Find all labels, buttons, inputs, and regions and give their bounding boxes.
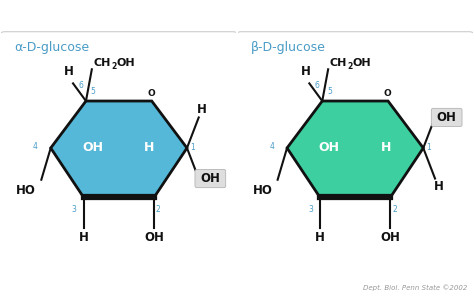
Text: H: H bbox=[122, 124, 132, 134]
Text: H: H bbox=[315, 231, 325, 244]
Text: OH: OH bbox=[144, 231, 164, 244]
Text: H: H bbox=[434, 180, 444, 193]
Text: OH: OH bbox=[437, 111, 456, 124]
FancyBboxPatch shape bbox=[0, 32, 240, 269]
Text: OH: OH bbox=[352, 58, 371, 68]
Text: 6: 6 bbox=[315, 81, 319, 90]
Text: H: H bbox=[381, 141, 391, 154]
Text: 1: 1 bbox=[427, 144, 431, 152]
Text: O: O bbox=[383, 89, 392, 98]
Text: HO: HO bbox=[253, 184, 272, 197]
Text: H: H bbox=[197, 103, 207, 116]
FancyBboxPatch shape bbox=[234, 32, 474, 269]
FancyBboxPatch shape bbox=[195, 169, 226, 188]
Text: OH: OH bbox=[116, 58, 135, 68]
Text: 2: 2 bbox=[111, 62, 117, 71]
Text: OH: OH bbox=[319, 141, 340, 154]
Text: 4: 4 bbox=[269, 142, 274, 151]
Polygon shape bbox=[287, 101, 423, 197]
Text: H: H bbox=[64, 65, 74, 78]
Text: OH: OH bbox=[381, 231, 401, 244]
Text: 3: 3 bbox=[308, 205, 313, 214]
Text: OH: OH bbox=[201, 172, 220, 185]
Text: H: H bbox=[359, 124, 368, 134]
Text: H: H bbox=[301, 65, 310, 78]
Text: 5: 5 bbox=[91, 87, 96, 96]
Text: H: H bbox=[79, 231, 89, 244]
Text: 5: 5 bbox=[327, 87, 332, 96]
Text: 2: 2 bbox=[156, 205, 161, 214]
Text: β-D-glucose: β-D-glucose bbox=[251, 41, 326, 54]
Text: 2: 2 bbox=[392, 205, 397, 214]
Text: 4: 4 bbox=[33, 142, 38, 151]
Text: H: H bbox=[144, 141, 155, 154]
Polygon shape bbox=[51, 101, 187, 197]
Text: α-D-glucose: α-D-glucose bbox=[14, 41, 90, 54]
Text: CH: CH bbox=[329, 58, 346, 68]
Text: 6: 6 bbox=[78, 81, 83, 90]
Text: 1: 1 bbox=[190, 144, 195, 152]
Text: CH: CH bbox=[93, 58, 110, 68]
Text: O: O bbox=[147, 89, 155, 98]
Text: Dept. Biol. Penn State ©2002: Dept. Biol. Penn State ©2002 bbox=[363, 284, 467, 291]
Text: 2: 2 bbox=[347, 62, 353, 71]
Text: 3: 3 bbox=[72, 205, 77, 214]
FancyBboxPatch shape bbox=[431, 108, 462, 127]
Text: HO: HO bbox=[16, 184, 36, 197]
Text: OH: OH bbox=[82, 141, 103, 154]
